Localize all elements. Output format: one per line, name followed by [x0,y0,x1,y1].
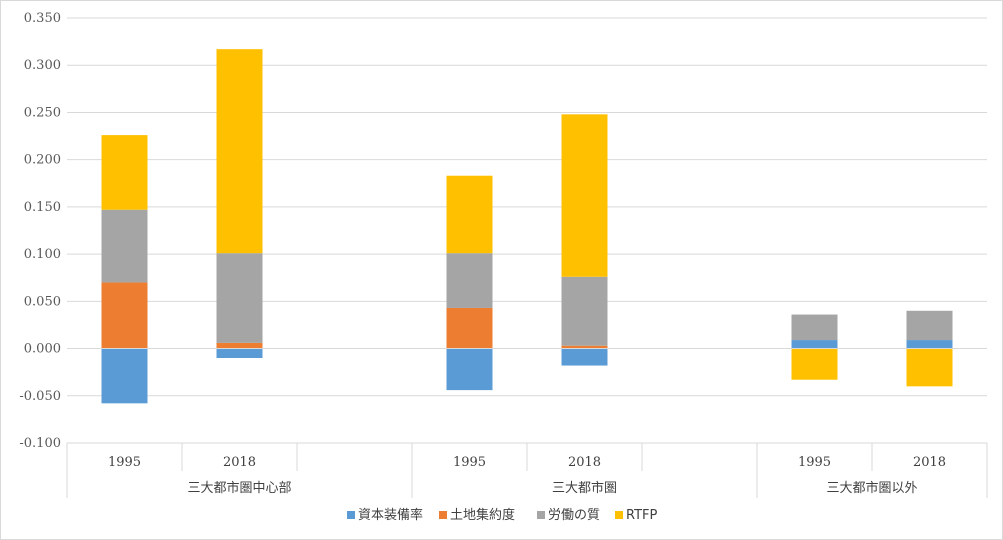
y-tick-label: -0.050 [19,389,61,404]
bar-segment-3 [446,253,493,308]
bar-segment-1 [561,348,608,366]
legend-label: RTFP [626,508,658,523]
bar-segment-3 [216,253,263,343]
y-tick-label: 0.200 [24,153,61,168]
bar-segment-3 [791,314,838,341]
legend-swatch [537,511,545,519]
year-label: 1995 [453,455,486,470]
bar-segment-3 [561,276,608,346]
bar-segment-4 [906,348,953,387]
y-tick-label: 0.100 [24,247,61,262]
bar-segment-4 [446,175,493,254]
y-tick-label: -0.100 [19,436,61,451]
bar-segment-2 [216,342,263,349]
legend-label: 労働の質 [548,508,600,523]
legend-swatch [615,511,623,519]
bar-segment-2 [446,307,493,349]
y-tick-label: 0.050 [24,294,61,309]
axes: 0.350 0.300 0.250 0.200 0.150 0.100 0.050 0.000… [19,11,988,498]
bar-segment-4 [101,135,148,210]
y-tick-label: 0.350 [24,11,61,26]
bar-segment-2 [101,282,148,349]
bar-segment-1 [906,340,953,349]
bar-segment-1 [101,348,148,404]
y-tick-label: 0.250 [24,105,61,120]
bar-segment-3 [101,209,148,283]
y-tick-label: 0.000 [24,342,61,357]
group-label: 三大都市圏以外 [826,480,917,496]
y-tick-label: 0.150 [24,200,61,215]
group-label: 三大都市圏中心部 [187,480,291,496]
year-label: 2018 [568,455,601,470]
bar-segment-1 [791,340,838,349]
legend-label: 資本装備率 [358,507,423,523]
bar-segment-1 [216,348,263,358]
gridlines [67,17,987,444]
group-label: 三大都市圏 [552,480,617,496]
legend-label: 土地集約度 [450,507,515,523]
legend: 資本装備率 土地集約度 労働の質 RTFP [347,507,658,523]
bar-segment-4 [791,348,838,380]
legend-swatch [347,511,355,519]
bar-segment-2 [561,345,608,349]
year-label: 1995 [108,455,141,470]
legend-swatch [439,511,447,519]
bar-segment-4 [561,114,608,277]
bar-segment-1 [446,348,493,391]
y-tick-label: 0.300 [24,58,61,73]
bars [101,49,953,404]
year-label: 2018 [223,455,256,470]
bar-segment-3 [906,310,953,341]
bar-segment-4 [216,49,263,254]
year-label: 2018 [913,455,946,470]
year-label: 1995 [798,455,831,470]
